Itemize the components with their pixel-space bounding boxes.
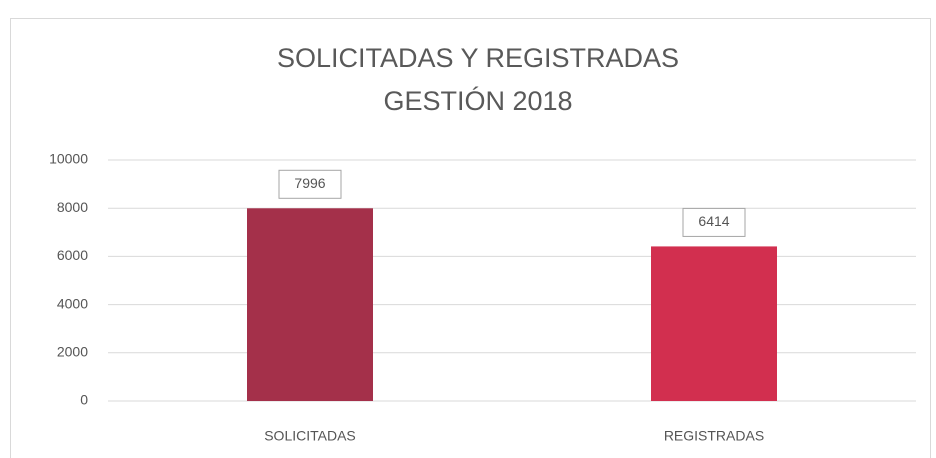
bar — [247, 208, 373, 401]
chart-subtitle: GESTIÓN 2018 — [383, 85, 572, 116]
chart-title: SOLICITADAS Y REGISTRADAS — [277, 43, 679, 73]
y-tick-label: 4000 — [57, 295, 88, 311]
data-label: 7996 — [294, 175, 325, 191]
y-tick-label: 2000 — [57, 344, 88, 360]
data-label-box — [682, 207, 746, 237]
data-label: 6414 — [698, 213, 729, 229]
chart-frame — [10, 18, 931, 458]
y-tick-label: 10000 — [49, 151, 88, 167]
y-tick-label: 6000 — [57, 247, 88, 263]
y-tick-label: 0 — [80, 392, 88, 408]
x-tick-label: SOLICITADAS — [264, 428, 356, 444]
y-tick-label: 8000 — [57, 199, 88, 215]
data-label-box — [278, 169, 342, 199]
x-tick-label: REGISTRADAS — [664, 428, 764, 444]
bar — [651, 246, 777, 401]
